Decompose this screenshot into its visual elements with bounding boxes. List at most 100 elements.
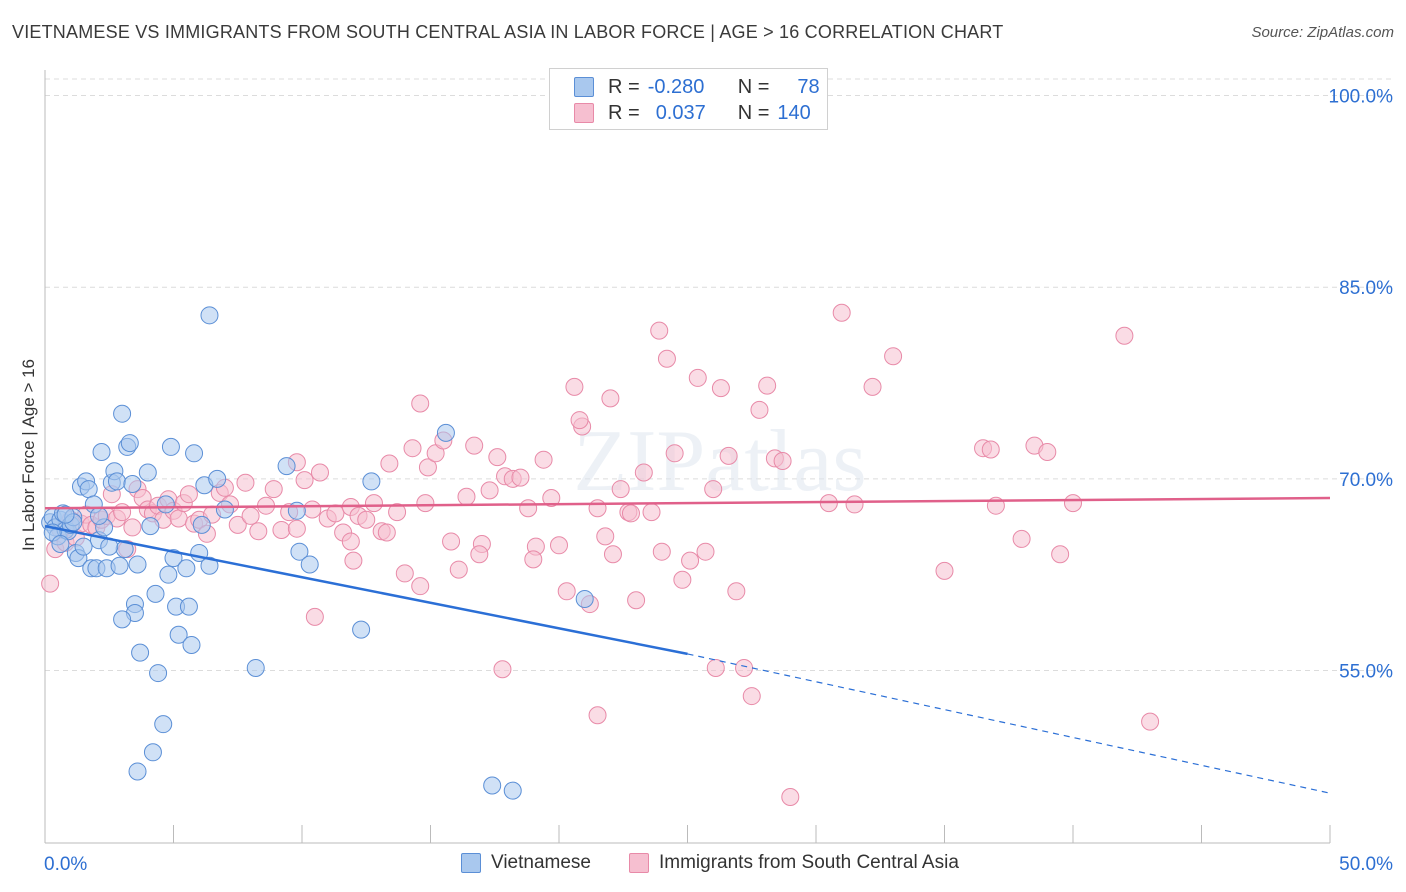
data-point-immigrants xyxy=(395,564,414,583)
data-point-immigrants xyxy=(519,499,538,518)
data-point-immigrants xyxy=(832,303,851,322)
data-point-vietnamese xyxy=(290,542,309,561)
data-point-immigrants xyxy=(570,411,589,430)
data-point-immigrants xyxy=(344,551,363,570)
data-point-vietnamese xyxy=(362,472,381,491)
data-point-vietnamese xyxy=(200,306,219,325)
data-point-vietnamese xyxy=(51,535,70,554)
data-point-vietnamese xyxy=(141,517,160,536)
trend-line-vietnamese xyxy=(44,524,688,656)
data-point-immigrants xyxy=(123,518,142,537)
bottom-legend-label: Vietnamese xyxy=(491,852,591,873)
data-point-vietnamese xyxy=(123,474,142,493)
data-point-vietnamese xyxy=(154,715,173,734)
y-tick-labels: 55.0% 70.0% 85.0% 100.0% xyxy=(1329,87,1394,683)
y-tick-label: 100.0% xyxy=(1329,87,1394,108)
data-point-immigrants xyxy=(241,506,260,525)
data-point-immigrants xyxy=(550,536,568,555)
legend-swatch-pink xyxy=(574,103,594,123)
data-point-vietnamese xyxy=(110,556,129,575)
legend-r-label: R = xyxy=(608,75,640,98)
data-point-immigrants xyxy=(1064,494,1082,513)
data-point-immigrants xyxy=(557,582,576,601)
data-point-vietnamese xyxy=(107,472,126,491)
data-point-vietnamese xyxy=(56,505,75,524)
data-point-immigrants xyxy=(303,500,322,519)
x-tick-label: 50.0% xyxy=(1339,854,1393,875)
data-point-immigrants xyxy=(588,499,607,518)
series-vietnamese-points xyxy=(41,306,594,800)
data-point-immigrants xyxy=(418,458,437,477)
data-point-vietnamese xyxy=(575,589,594,608)
data-point-immigrants xyxy=(113,503,132,522)
data-point-immigrants xyxy=(41,574,60,593)
data-point-vietnamese xyxy=(89,506,108,525)
data-point-immigrants xyxy=(534,450,553,469)
data-point-immigrants xyxy=(1141,712,1160,731)
x-tick-label: 0.0% xyxy=(44,854,87,875)
chart-title: VIETNAMESE VS IMMIGRANTS FROM SOUTH CENT… xyxy=(12,22,1004,42)
data-point-vietnamese xyxy=(182,635,201,654)
data-point-vietnamese xyxy=(113,610,132,629)
data-point-vietnamese xyxy=(138,463,157,482)
legend-r-value: 0.037 xyxy=(655,101,706,124)
data-point-vietnamese xyxy=(149,664,168,683)
data-point-immigrants xyxy=(488,448,507,467)
data-point-immigrants xyxy=(681,551,700,570)
data-point-immigrants xyxy=(588,706,607,725)
data-point-immigrants xyxy=(295,471,314,490)
data-point-immigrants xyxy=(380,454,399,473)
data-point-vietnamese xyxy=(159,565,178,584)
data-point-vietnamese xyxy=(300,555,319,574)
data-point-immigrants xyxy=(642,503,661,522)
data-point-vietnamese xyxy=(146,584,165,603)
data-point-immigrants xyxy=(542,489,561,508)
data-point-immigrants xyxy=(634,463,653,482)
data-point-immigrants xyxy=(377,523,396,542)
data-point-immigrants xyxy=(596,527,615,546)
data-point-immigrants xyxy=(364,494,383,513)
data-point-immigrants xyxy=(341,532,360,551)
data-point-vietnamese xyxy=(161,437,180,456)
data-point-immigrants xyxy=(524,550,543,569)
data-point-immigrants xyxy=(657,349,676,368)
data-point-vietnamese xyxy=(92,443,111,462)
data-point-immigrants xyxy=(305,607,324,626)
trend-line-vietnamese-extension xyxy=(687,653,1331,794)
data-point-immigrants xyxy=(1051,545,1070,564)
data-point-immigrants xyxy=(621,504,640,523)
bottom-legend-swatch-blue xyxy=(461,853,481,873)
data-point-immigrants xyxy=(935,561,954,580)
data-point-vietnamese xyxy=(503,781,522,800)
data-point-immigrants xyxy=(465,436,484,455)
data-point-immigrants xyxy=(388,503,407,522)
data-point-immigrants xyxy=(727,582,746,601)
data-point-immigrants xyxy=(750,400,769,419)
data-point-immigrants xyxy=(650,321,669,340)
data-point-immigrants xyxy=(758,376,777,395)
data-point-immigrants xyxy=(652,542,671,561)
data-point-immigrants xyxy=(236,473,255,492)
data-point-immigrants xyxy=(480,481,499,500)
correlation-legend: R = -0.280 N = 78 R = 0.037 N = 140 xyxy=(549,68,828,130)
data-point-immigrants xyxy=(228,515,247,534)
data-point-vietnamese xyxy=(352,620,371,639)
data-point-vietnamese xyxy=(120,434,139,453)
data-point-vietnamese xyxy=(185,444,204,463)
data-point-vietnamese xyxy=(215,500,234,519)
data-point-immigrants xyxy=(719,446,738,465)
data-point-immigrants xyxy=(884,347,903,366)
data-point-immigrants xyxy=(704,480,723,499)
data-point-immigrants xyxy=(601,389,620,408)
data-point-immigrants xyxy=(742,687,761,706)
legend-n-value: 140 xyxy=(777,101,811,124)
data-point-vietnamese xyxy=(192,515,211,534)
data-point-immigrants xyxy=(1115,326,1134,345)
data-point-immigrants xyxy=(565,377,584,396)
data-point-vietnamese xyxy=(436,423,455,442)
data-point-immigrants xyxy=(249,522,268,541)
data-point-immigrants xyxy=(442,532,461,551)
data-point-immigrants xyxy=(627,591,646,610)
data-point-immigrants xyxy=(287,519,306,538)
data-point-immigrants xyxy=(403,439,422,458)
